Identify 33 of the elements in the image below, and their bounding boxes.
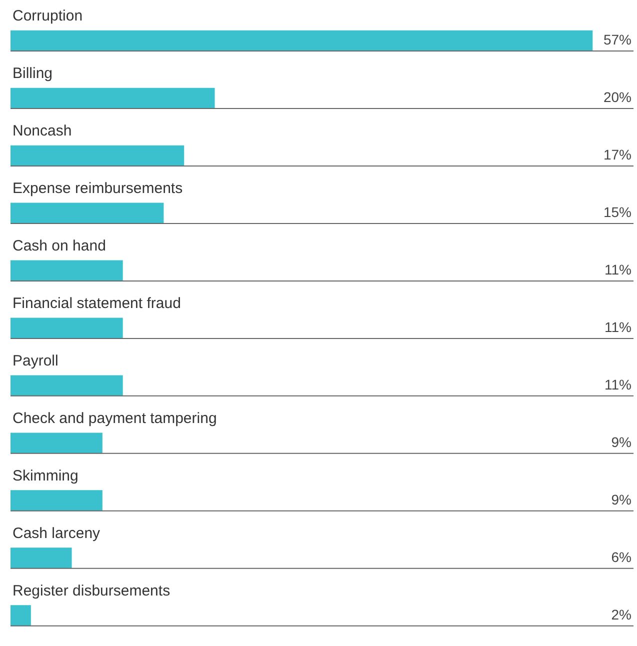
data-label: 11% [604, 376, 632, 392]
data-label: 11% [604, 262, 632, 278]
y-tick-label: Cash on hand [12, 238, 106, 255]
y-tick-label: Cash larceny [12, 524, 101, 542]
bar [10, 375, 123, 396]
y-tick-label: Check and payment tampering [12, 410, 217, 427]
y-tick-label: Register disbursements [12, 582, 170, 600]
y-tick-label: Financial statement fraud [12, 295, 181, 312]
data-label: 15% [603, 204, 632, 220]
bar [10, 548, 72, 568]
bar [10, 318, 123, 338]
bar [10, 260, 123, 281]
y-tick-label: Payroll [12, 352, 58, 370]
bar [10, 490, 102, 511]
y-tick-label: Expense reimbursements [12, 180, 183, 198]
data-label: 20% [603, 89, 632, 106]
bar [10, 88, 215, 109]
bar [10, 30, 593, 52]
bar [10, 145, 184, 166]
bar [10, 605, 31, 626]
data-label: 2% [611, 606, 632, 622]
y-tick-label: Billing [12, 65, 53, 82]
data-label: 9% [611, 491, 632, 508]
data-label: 11% [604, 318, 632, 335]
data-label: 17% [603, 146, 632, 163]
y-tick-label: Corruption [12, 8, 83, 25]
bar [10, 202, 164, 224]
data-label: 9% [611, 434, 632, 450]
y-tick-label: Noncash [12, 122, 72, 140]
data-label: 6% [611, 548, 632, 565]
y-tick-label: Skimming [12, 467, 78, 484]
data-label: 57% [603, 32, 632, 48]
bar [10, 432, 102, 454]
